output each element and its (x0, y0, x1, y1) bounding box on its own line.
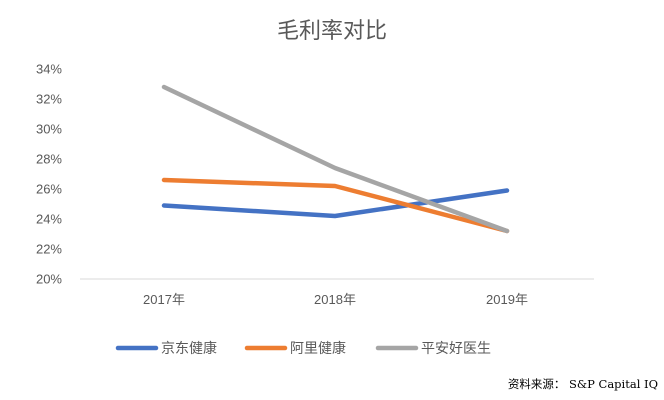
legend-label-3: 平安好医生 (421, 341, 491, 357)
legend-label-2: 阿里健康 (290, 340, 346, 357)
y-tick-label: 22% (36, 242, 62, 257)
y-tick-label: 24% (36, 212, 62, 227)
y-tick-label: 34% (36, 62, 62, 77)
y-tick-label: 20% (36, 272, 62, 287)
series-line-1 (161, 188, 510, 219)
y-tick-label: 28% (36, 152, 62, 167)
y-tick-label: 32% (36, 92, 62, 107)
y-axis-ticks: 20% 22% 24% 26% 28% 30% 32% 34% (36, 62, 62, 287)
y-tick-label: 30% (36, 122, 62, 137)
x-tick-label: 2019年 (486, 292, 528, 307)
legend: 京东健康 阿里健康 平安好医生 (115, 340, 491, 357)
y-tick-label: 26% (36, 182, 62, 197)
series-lines (161, 84, 510, 234)
series-line-2 (161, 177, 510, 234)
series-line-3 (161, 84, 510, 234)
legend-label-1: 京东健康 (161, 340, 217, 357)
source-note: 资料来源： S&P Capital IQ (508, 377, 658, 391)
x-tick-label: 2018年 (314, 292, 356, 307)
x-axis-ticks: 2017年 2018年 2019年 (143, 292, 528, 307)
x-tick-label: 2017年 (143, 292, 185, 307)
chart-title: 毛利率对比 (277, 19, 387, 44)
